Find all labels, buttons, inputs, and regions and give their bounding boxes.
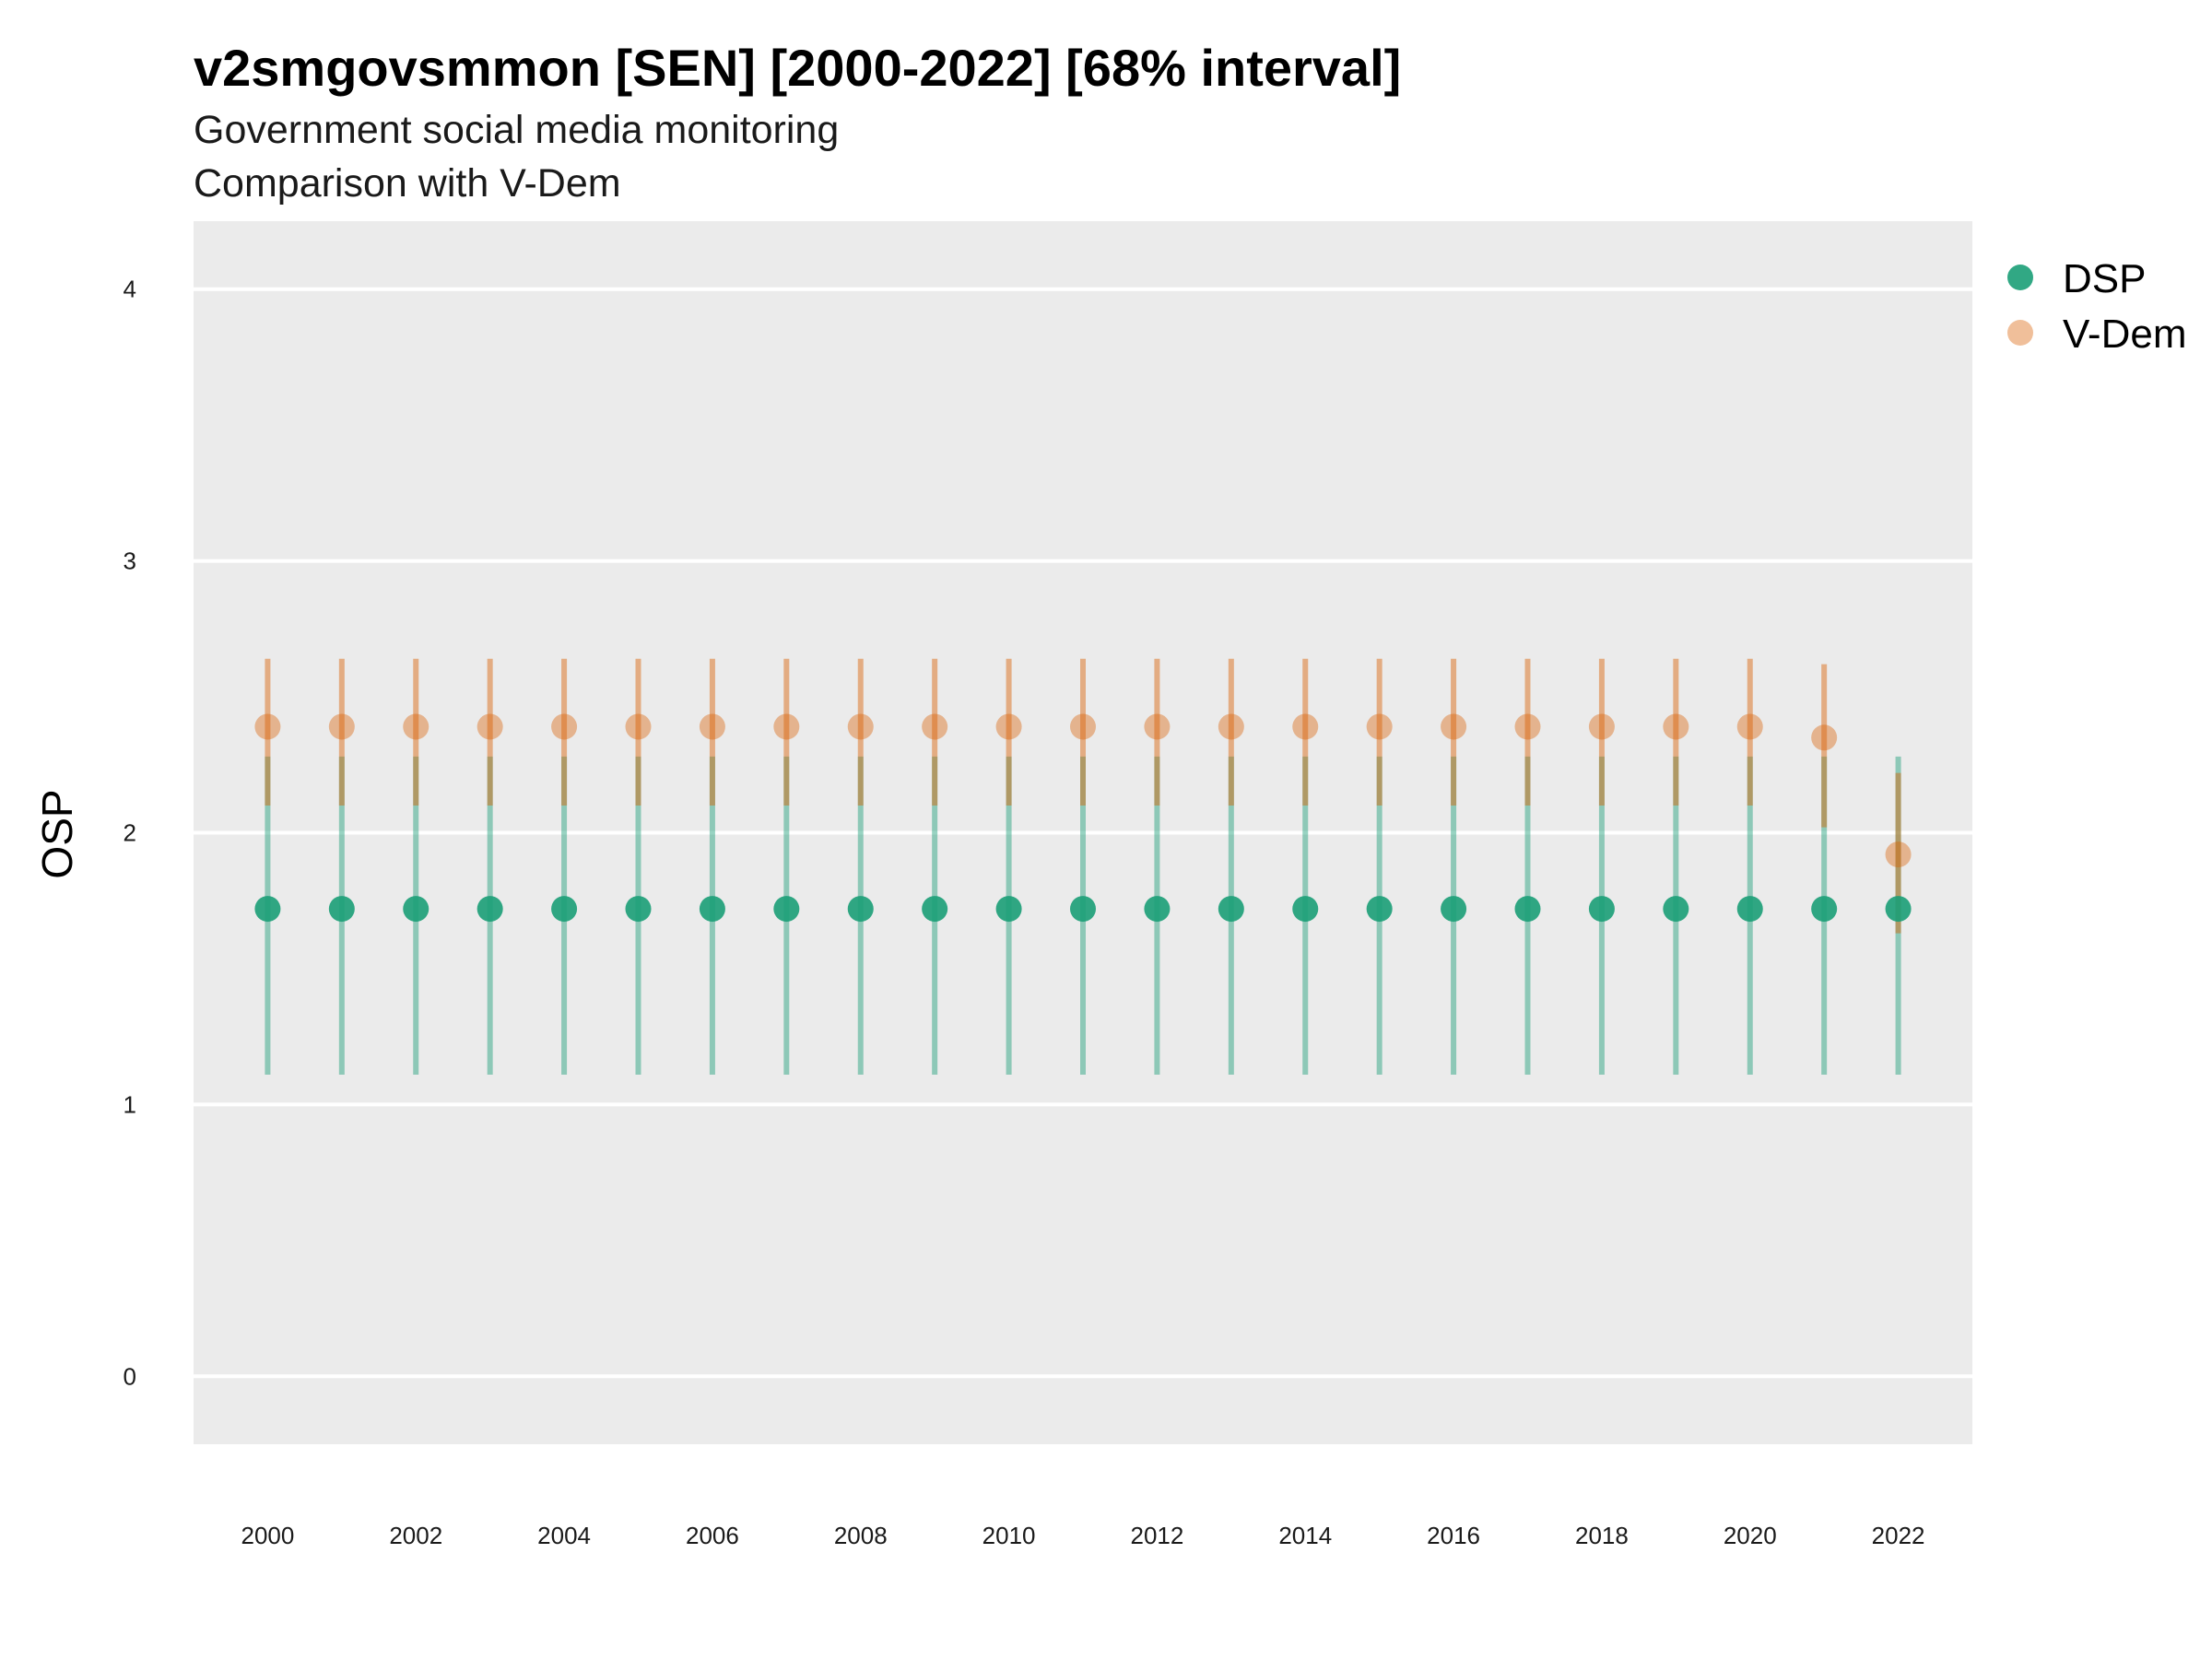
vdem-point xyxy=(773,713,800,740)
dsp-point xyxy=(699,896,725,923)
dsp-point xyxy=(773,896,800,923)
dsp-point xyxy=(995,896,1022,923)
vdem-point xyxy=(1218,713,1244,740)
vdem-point xyxy=(1292,713,1319,740)
x-tick-label: 2020 xyxy=(1724,1522,1777,1549)
dsp-point xyxy=(1218,896,1244,923)
legend-vdem-label: V-Dem xyxy=(2063,312,2186,357)
y-tick-label: 3 xyxy=(124,547,136,575)
dsp-point xyxy=(1292,896,1319,923)
vdem-point xyxy=(477,713,503,740)
dsp-point xyxy=(477,896,503,923)
vdem-point xyxy=(699,713,725,740)
dsp-point xyxy=(625,896,652,923)
vdem-point xyxy=(403,713,429,740)
vdem-point xyxy=(1366,713,1393,740)
x-tick-label: 2016 xyxy=(1427,1522,1480,1549)
dsp-point xyxy=(1663,896,1689,923)
x-axis-ticks: 2000 2002 2004 2006 2008 2010 2012 2014 2016 2018… xyxy=(241,1522,1924,1549)
y-tick-label: 4 xyxy=(124,276,136,303)
vdem-point xyxy=(1663,713,1689,740)
chart-title: v2smgovsmmon [SEN] [2000-2022] [68% inte… xyxy=(194,39,1401,97)
dsp-point xyxy=(254,896,281,923)
y-tick-label: 0 xyxy=(124,1362,136,1390)
dsp-point xyxy=(403,896,429,923)
dsp-point xyxy=(1441,896,1467,923)
x-tick-label: 2014 xyxy=(1278,1522,1332,1549)
legend-vdem-marker xyxy=(2007,320,2033,346)
dsp-point xyxy=(922,896,948,923)
grid-lines xyxy=(194,287,1972,1379)
x-tick-label: 2004 xyxy=(537,1522,591,1549)
vdem-point xyxy=(1514,713,1541,740)
vdem-point xyxy=(847,713,874,740)
y-axis-label: OSP xyxy=(33,789,81,878)
x-tick-label: 2002 xyxy=(389,1522,442,1549)
legend-dsp-marker xyxy=(2007,265,2033,290)
x-tick-label: 2012 xyxy=(1130,1522,1183,1549)
dsp-point xyxy=(1514,896,1541,923)
data-points xyxy=(254,713,1912,923)
x-tick-label: 2006 xyxy=(686,1522,739,1549)
dsp-point xyxy=(551,896,578,923)
dsp-point xyxy=(328,896,355,923)
x-tick-label: 2010 xyxy=(982,1522,1036,1549)
dsp-point xyxy=(1366,896,1393,923)
vdem-point xyxy=(328,713,355,740)
dsp-point xyxy=(1885,896,1912,923)
vdem-point xyxy=(1811,724,1838,751)
vdem-point xyxy=(922,713,948,740)
dsp-point xyxy=(847,896,874,923)
y-tick-label: 1 xyxy=(124,1090,136,1118)
vdem-point xyxy=(995,713,1022,740)
x-tick-label: 2000 xyxy=(241,1522,294,1549)
x-tick-label: 2018 xyxy=(1575,1522,1629,1549)
y-axis-ticks: 0 1 2 3 4 xyxy=(124,276,136,1391)
chart-subtitle-line-1: Government social media monitoring xyxy=(194,108,839,152)
vdem-point xyxy=(254,713,281,740)
dsp-point xyxy=(1736,896,1763,923)
dsp-point xyxy=(1144,896,1171,923)
dsp-point xyxy=(1070,896,1096,923)
y-tick-label: 2 xyxy=(124,819,136,847)
legend-dsp-label: DSP xyxy=(2063,256,2146,301)
chart-subtitle-line-2: Comparison with V-Dem xyxy=(194,161,621,206)
vdem-point xyxy=(625,713,652,740)
dsp-point xyxy=(1588,896,1615,923)
legend: DSP V-Dem xyxy=(2007,256,2186,357)
dsp-point xyxy=(1811,896,1838,923)
vdem-point xyxy=(1441,713,1467,740)
vdem-point xyxy=(1885,841,1912,868)
x-tick-label: 2022 xyxy=(1872,1522,1925,1549)
vdem-point xyxy=(1070,713,1096,740)
x-tick-label: 2008 xyxy=(834,1522,888,1549)
vdem-point xyxy=(1736,713,1763,740)
vdem-point xyxy=(1144,713,1171,740)
vdem-point xyxy=(551,713,578,740)
vdem-point xyxy=(1588,713,1615,740)
